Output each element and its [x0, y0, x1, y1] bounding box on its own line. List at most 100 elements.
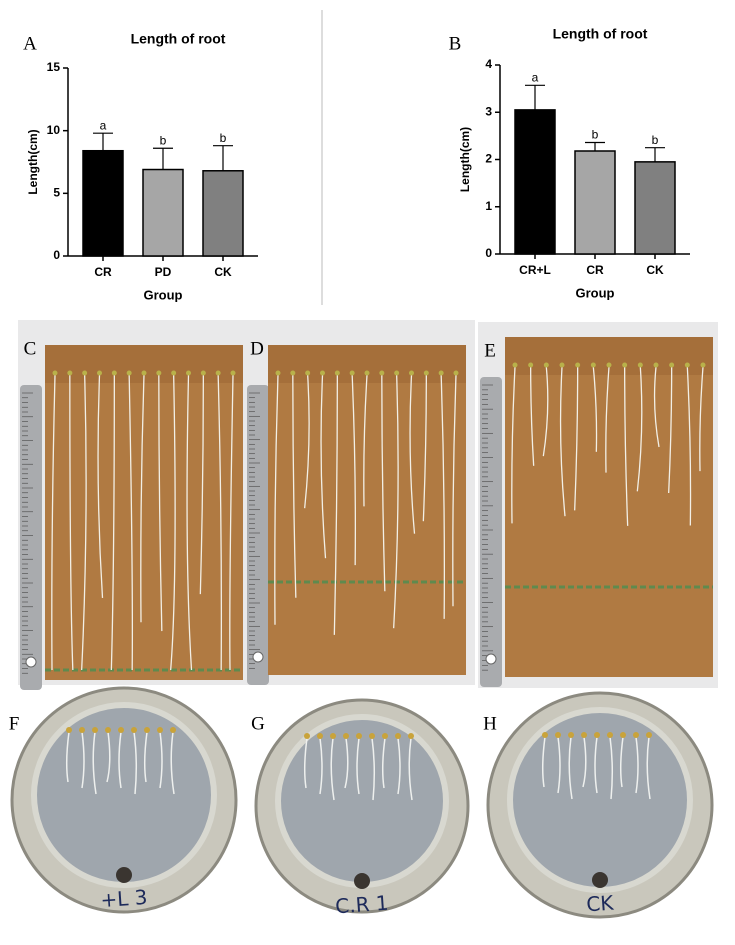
- root: [541, 736, 546, 788]
- seed: [700, 362, 706, 368]
- error-bar: [525, 84, 545, 110]
- seed: [200, 370, 206, 376]
- panel-label: D: [250, 338, 264, 359]
- dish-marking: +L 3: [100, 885, 149, 912]
- photo-board: D: [245, 320, 475, 685]
- seed: [423, 370, 429, 376]
- seed: [67, 370, 73, 376]
- seed: [453, 370, 459, 376]
- dish-hole: [116, 867, 132, 883]
- ruler-hole: [25, 656, 37, 668]
- error-bar: [645, 147, 665, 162]
- seed: [230, 370, 236, 376]
- seed: [92, 727, 98, 733]
- x-tick-label: CR: [94, 265, 112, 279]
- seed: [290, 370, 296, 376]
- root: [381, 737, 386, 789]
- root: [319, 737, 323, 795]
- root: [582, 736, 587, 788]
- significance-letter: b: [652, 133, 659, 147]
- seed: [186, 370, 191, 376]
- seed: [157, 727, 163, 733]
- root: [381, 374, 386, 592]
- bar: [574, 150, 616, 255]
- root: [128, 374, 134, 671]
- root: [320, 374, 327, 559]
- seed: [118, 727, 124, 733]
- root: [363, 374, 368, 507]
- seed: [581, 732, 587, 738]
- dish-marking: CK: [586, 891, 616, 917]
- germination-paper: [505, 337, 713, 677]
- root: [292, 374, 297, 598]
- root: [568, 736, 573, 800]
- seed: [170, 727, 176, 733]
- seed: [622, 362, 628, 368]
- ruler: [480, 377, 502, 687]
- root: [699, 366, 704, 472]
- root: [653, 366, 660, 448]
- seed: [317, 733, 323, 739]
- seed: [111, 370, 117, 376]
- x-tick-label: CK: [214, 265, 232, 279]
- seed: [575, 362, 581, 368]
- root: [397, 737, 401, 795]
- root: [686, 366, 692, 526]
- root: [592, 366, 598, 452]
- error-bar: [213, 145, 233, 171]
- root: [636, 366, 643, 492]
- root: [330, 737, 335, 801]
- ruler: [247, 385, 269, 685]
- panel-label: F: [9, 713, 20, 734]
- seed: [528, 362, 534, 368]
- significance-letter: b: [592, 128, 599, 142]
- seed: [620, 732, 626, 738]
- root: [351, 374, 357, 566]
- seed: [512, 362, 518, 368]
- panel-label: G: [251, 713, 265, 734]
- significance-letter: a: [100, 118, 107, 132]
- seed: [653, 362, 659, 368]
- seed: [394, 370, 400, 376]
- ruler-hole: [485, 653, 497, 665]
- root: [594, 736, 598, 794]
- seed: [369, 733, 375, 739]
- bar: [514, 109, 556, 255]
- y-tick-label: 1: [485, 199, 492, 213]
- seed: [438, 370, 444, 376]
- seed: [304, 733, 310, 739]
- seed: [156, 370, 162, 376]
- germination-paper: [45, 345, 243, 680]
- root: [217, 374, 223, 671]
- root: [92, 731, 97, 795]
- root: [199, 374, 204, 595]
- significance-letter: b: [160, 133, 167, 147]
- root: [344, 737, 349, 789]
- seed: [382, 733, 388, 739]
- y-tick-label: 0: [485, 246, 492, 260]
- y-tick-label: 10: [47, 123, 61, 137]
- root: [557, 736, 561, 794]
- chart-title: Length of root: [131, 31, 226, 47]
- root: [143, 731, 148, 783]
- photo-board: C: [18, 320, 245, 690]
- root: [668, 366, 673, 494]
- error-bar: [585, 141, 605, 151]
- root: [140, 374, 145, 623]
- seed: [79, 727, 85, 733]
- seed: [633, 732, 639, 738]
- root: [65, 731, 70, 783]
- significance-letter: a: [532, 70, 539, 84]
- panel-label: A: [23, 33, 37, 54]
- significance-letter: b: [220, 131, 227, 145]
- root: [559, 366, 566, 517]
- y-tick-label: 3: [485, 104, 492, 118]
- seed: [543, 362, 549, 368]
- dish-medium: [275, 714, 449, 888]
- y-tick-label: 5: [53, 186, 60, 200]
- petri-dish: +L 3 F: [9, 686, 238, 914]
- seed: [126, 370, 132, 376]
- root: [393, 374, 399, 629]
- root: [574, 366, 579, 511]
